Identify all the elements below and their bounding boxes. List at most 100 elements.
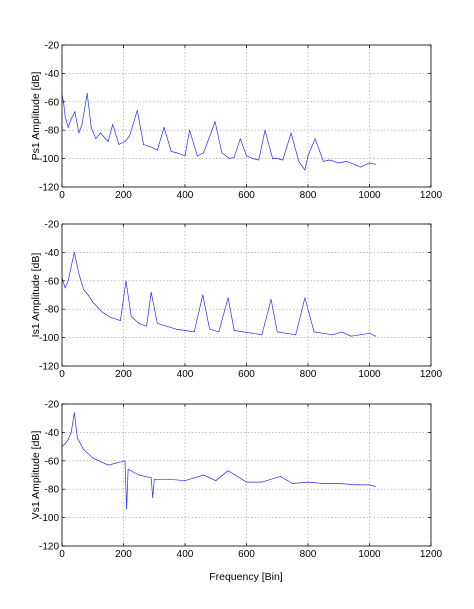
ps1-data-point [359, 166, 361, 168]
is1-series-line [61, 252, 376, 337]
vs1-xtick-label: 400 [177, 549, 194, 560]
ps1-xtick-label: 400 [177, 190, 194, 201]
ps1-ytick-label: -80 [45, 126, 60, 137]
ps1-data-point [246, 155, 247, 157]
ps1-data-point [95, 138, 97, 140]
vs1-ytick-label: -100 [39, 513, 59, 524]
vs1-data-point [77, 437, 78, 439]
is1-data-point [166, 325, 168, 327]
vs1-data-point [138, 474, 140, 476]
ps1-data-point [118, 144, 120, 145]
ps1-data-point [86, 92, 88, 94]
ps1-data-point [290, 132, 292, 134]
vs1-data-point [279, 476, 281, 477]
is1-data-point [175, 328, 177, 330]
vs1-data-point [203, 474, 204, 476]
is1-data-point [130, 315, 132, 317]
ps1-data-point [156, 149, 158, 151]
ps1-xtick-label: 1000 [358, 190, 381, 201]
ps1-data-point [314, 138, 316, 140]
vs1-data-point [126, 508, 127, 510]
vs1-xtick-label: 200 [115, 549, 132, 560]
ps1-data-point [107, 141, 109, 143]
vs1-ylabel: Vs1 Amplitude [dB] [30, 431, 42, 520]
is1-ytick-label: -60 [45, 276, 60, 287]
ps1-data-point [74, 111, 76, 113]
ps1-data-point [90, 127, 92, 128]
vs1-ytick-label: -20 [45, 400, 60, 411]
is1-data-point [304, 297, 306, 299]
ps1-plot-panel: Ps1 Amplitude [dB] 0 200 400 600 800 1000 1200… [30, 41, 443, 202]
vs1-xtick-label: 1000 [358, 549, 381, 560]
is1-data-point [64, 287, 66, 289]
is1-data-point [270, 298, 272, 300]
ps1-data-point [189, 129, 191, 131]
ps1-data-point [176, 152, 178, 154]
is1-ytick-label: -20 [45, 220, 60, 231]
vs1-data-point [323, 483, 324, 484]
ps1-data-point [184, 155, 186, 157]
vs1-data-point [67, 439, 69, 440]
ps1-data-point [143, 144, 144, 145]
is1-ylabel: Is1 Amplitude [dB] [30, 253, 42, 338]
ps1-data-point [239, 138, 241, 140]
is1-data-point [261, 334, 263, 336]
ps1-data-point [112, 124, 114, 125]
is1-data-point [184, 330, 186, 331]
ps1-xtick-label: 800 [300, 190, 317, 201]
ps1-data-point [100, 132, 101, 134]
ps1-data-point [369, 162, 370, 164]
is1-xtick-label: 1000 [358, 369, 381, 380]
ps1-data-point [64, 115, 66, 117]
ps1-data-point [338, 162, 340, 164]
ps1-data-point [233, 156, 235, 158]
is1-data-point [193, 331, 195, 333]
is1-data-point [87, 294, 89, 296]
vs1-data-point [70, 432, 72, 433]
is1-data-point [350, 335, 352, 337]
ps1-data-point [375, 163, 376, 165]
ps1-ytick-label: -120 [39, 183, 59, 194]
is1-data-point [323, 332, 324, 334]
ps1-data-point [307, 155, 309, 157]
is1-data-point [341, 331, 343, 333]
is1-data-point [83, 288, 84, 290]
is1-data-point [252, 332, 254, 334]
ps1-data-point [323, 161, 324, 162]
ps1-data-point [163, 127, 165, 128]
is1-data-point [295, 334, 297, 336]
ps1-data-point [329, 159, 330, 161]
ps1-ytick-label: -100 [39, 154, 59, 165]
is1-data-point [276, 331, 278, 333]
vs1-data-point [107, 464, 109, 466]
ps1-data-point [298, 161, 300, 162]
ps1-xtick-label: 0 [59, 190, 65, 201]
vs1-data-point [127, 468, 129, 470]
vs1-data-point [73, 412, 75, 413]
ps1-data-point [229, 158, 231, 160]
is1-xtick-label: 600 [238, 369, 255, 380]
vs1-data-point [356, 484, 358, 486]
is1-data-point [218, 331, 220, 333]
is1-data-point [209, 328, 211, 330]
vs1-ytick-label: -120 [39, 542, 59, 553]
vs1-plot-panel: Vs1 Amplitude [dB] Frequency [Bin] 0 200 4… [30, 400, 443, 584]
ps1-data-point [70, 118, 72, 120]
ps1-data-point [81, 124, 83, 125]
ps1-data-point [150, 146, 152, 148]
is1-plot-panel: Is1 Amplitude [dB] 0 200 400 600 800 1000 1200… [30, 220, 443, 381]
is1-data-point [138, 323, 140, 324]
is1-data-point [227, 297, 229, 299]
is1-ytick-label: -40 [45, 248, 60, 259]
vs1-data-point [83, 449, 84, 450]
is1-ytick-label: -120 [39, 362, 59, 373]
vs1-data-point [215, 480, 217, 482]
ps1-data-point [221, 152, 223, 154]
vs1-data-point [169, 478, 171, 480]
is1-data-point [233, 330, 235, 331]
vs1-xtick-label: 600 [238, 549, 255, 560]
is1-data-point [202, 294, 204, 296]
is1-data-point [156, 323, 158, 324]
vs1-data-point [292, 483, 293, 484]
